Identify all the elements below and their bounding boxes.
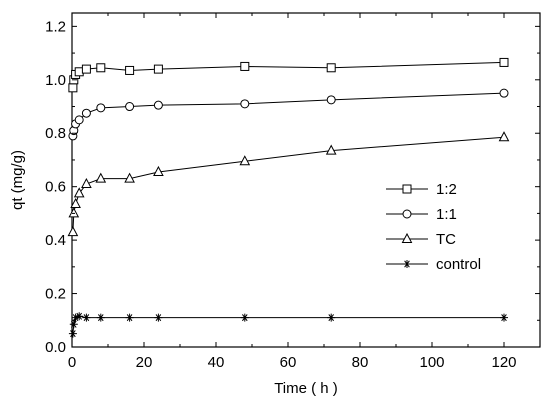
legend-marker: [403, 260, 411, 268]
ticks-layer: 0 20 40 60 80 100 120 0.0 0.2 0.4 0.6 0.8 1.0 1.2: [45, 13, 540, 371]
data-point: [499, 57, 509, 67]
data-point: [81, 64, 91, 74]
legend-label: 1:2: [436, 181, 457, 198]
x-tick-label: 40: [208, 354, 225, 371]
data-point: [240, 61, 250, 71]
legend-entry: TC: [386, 231, 456, 248]
x-tick-label: 120: [491, 354, 516, 371]
data-point: [69, 320, 78, 329]
data-point: [74, 115, 84, 125]
data-point: [67, 226, 79, 237]
legend-marker: [401, 232, 413, 243]
data-point: [96, 63, 106, 73]
data-point: [81, 108, 91, 118]
x-tick-label: 60: [280, 354, 297, 371]
series-line: [72, 315, 504, 334]
legend-label: 1:1: [436, 206, 457, 223]
y-tick-label: 1.2: [45, 18, 66, 35]
y-tick-label: 1.0: [45, 72, 66, 89]
data-point: [154, 313, 163, 322]
data-point: [498, 131, 510, 142]
data-point: [82, 313, 91, 322]
data-point: [240, 313, 249, 322]
y-tick-label: 0.2: [45, 286, 66, 303]
data-point: [153, 165, 164, 176]
x-tick-label: 100: [419, 354, 444, 371]
x-tick-label: 0: [68, 354, 76, 371]
series-line: [72, 92, 505, 136]
series-layer: [67, 57, 510, 338]
data-point: [125, 102, 135, 112]
data-point: [96, 103, 106, 113]
data-point: [81, 177, 92, 189]
data-point: [499, 88, 509, 98]
y-tick-label: 0.4: [45, 232, 66, 249]
data-point: [75, 312, 84, 321]
legend-entry: 1:1: [386, 206, 457, 223]
data-point: [125, 65, 135, 75]
legend: 1:2 1:1 TC control: [386, 181, 481, 273]
data-point: [68, 83, 78, 93]
x-axis-title: Time ( h ): [274, 380, 338, 397]
legend-marker: [402, 209, 412, 219]
series-0: [68, 57, 509, 93]
y-tick-label: 0.6: [45, 179, 66, 196]
legend-entry: control: [386, 256, 481, 273]
data-point: [73, 187, 85, 198]
data-point: [96, 313, 105, 322]
data-point: [153, 100, 163, 110]
x-tick-label: 80: [352, 354, 369, 371]
data-point: [239, 155, 251, 166]
data-point: [325, 144, 337, 155]
y-tick-label: 0.0: [45, 339, 66, 356]
data-point: [68, 207, 80, 218]
data-point: [326, 63, 336, 73]
series-1: [68, 88, 509, 141]
y-axis-title: qt (mg/g): [9, 150, 26, 210]
data-point: [95, 172, 107, 183]
legend-marker: [402, 184, 412, 194]
y-tick-label: 0.8: [45, 125, 66, 142]
data-point: [125, 313, 134, 322]
data-point: [124, 172, 135, 183]
legend-label: TC: [436, 231, 456, 248]
data-point: [68, 329, 77, 338]
legend-label: control: [436, 256, 481, 273]
plot-frame: [71, 12, 541, 348]
series-2: [67, 131, 510, 237]
plot-area: [71, 12, 541, 348]
x-tick-label: 20: [136, 354, 153, 371]
data-point: [240, 99, 250, 109]
data-point: [326, 95, 336, 105]
legend-entry: 1:2: [386, 181, 457, 198]
series-line: [72, 61, 505, 88]
data-point: [153, 64, 163, 74]
data-point: [70, 197, 81, 209]
data-point: [500, 313, 508, 322]
series-3: [68, 312, 508, 338]
data-point: [327, 313, 336, 322]
data-point: [71, 313, 80, 322]
